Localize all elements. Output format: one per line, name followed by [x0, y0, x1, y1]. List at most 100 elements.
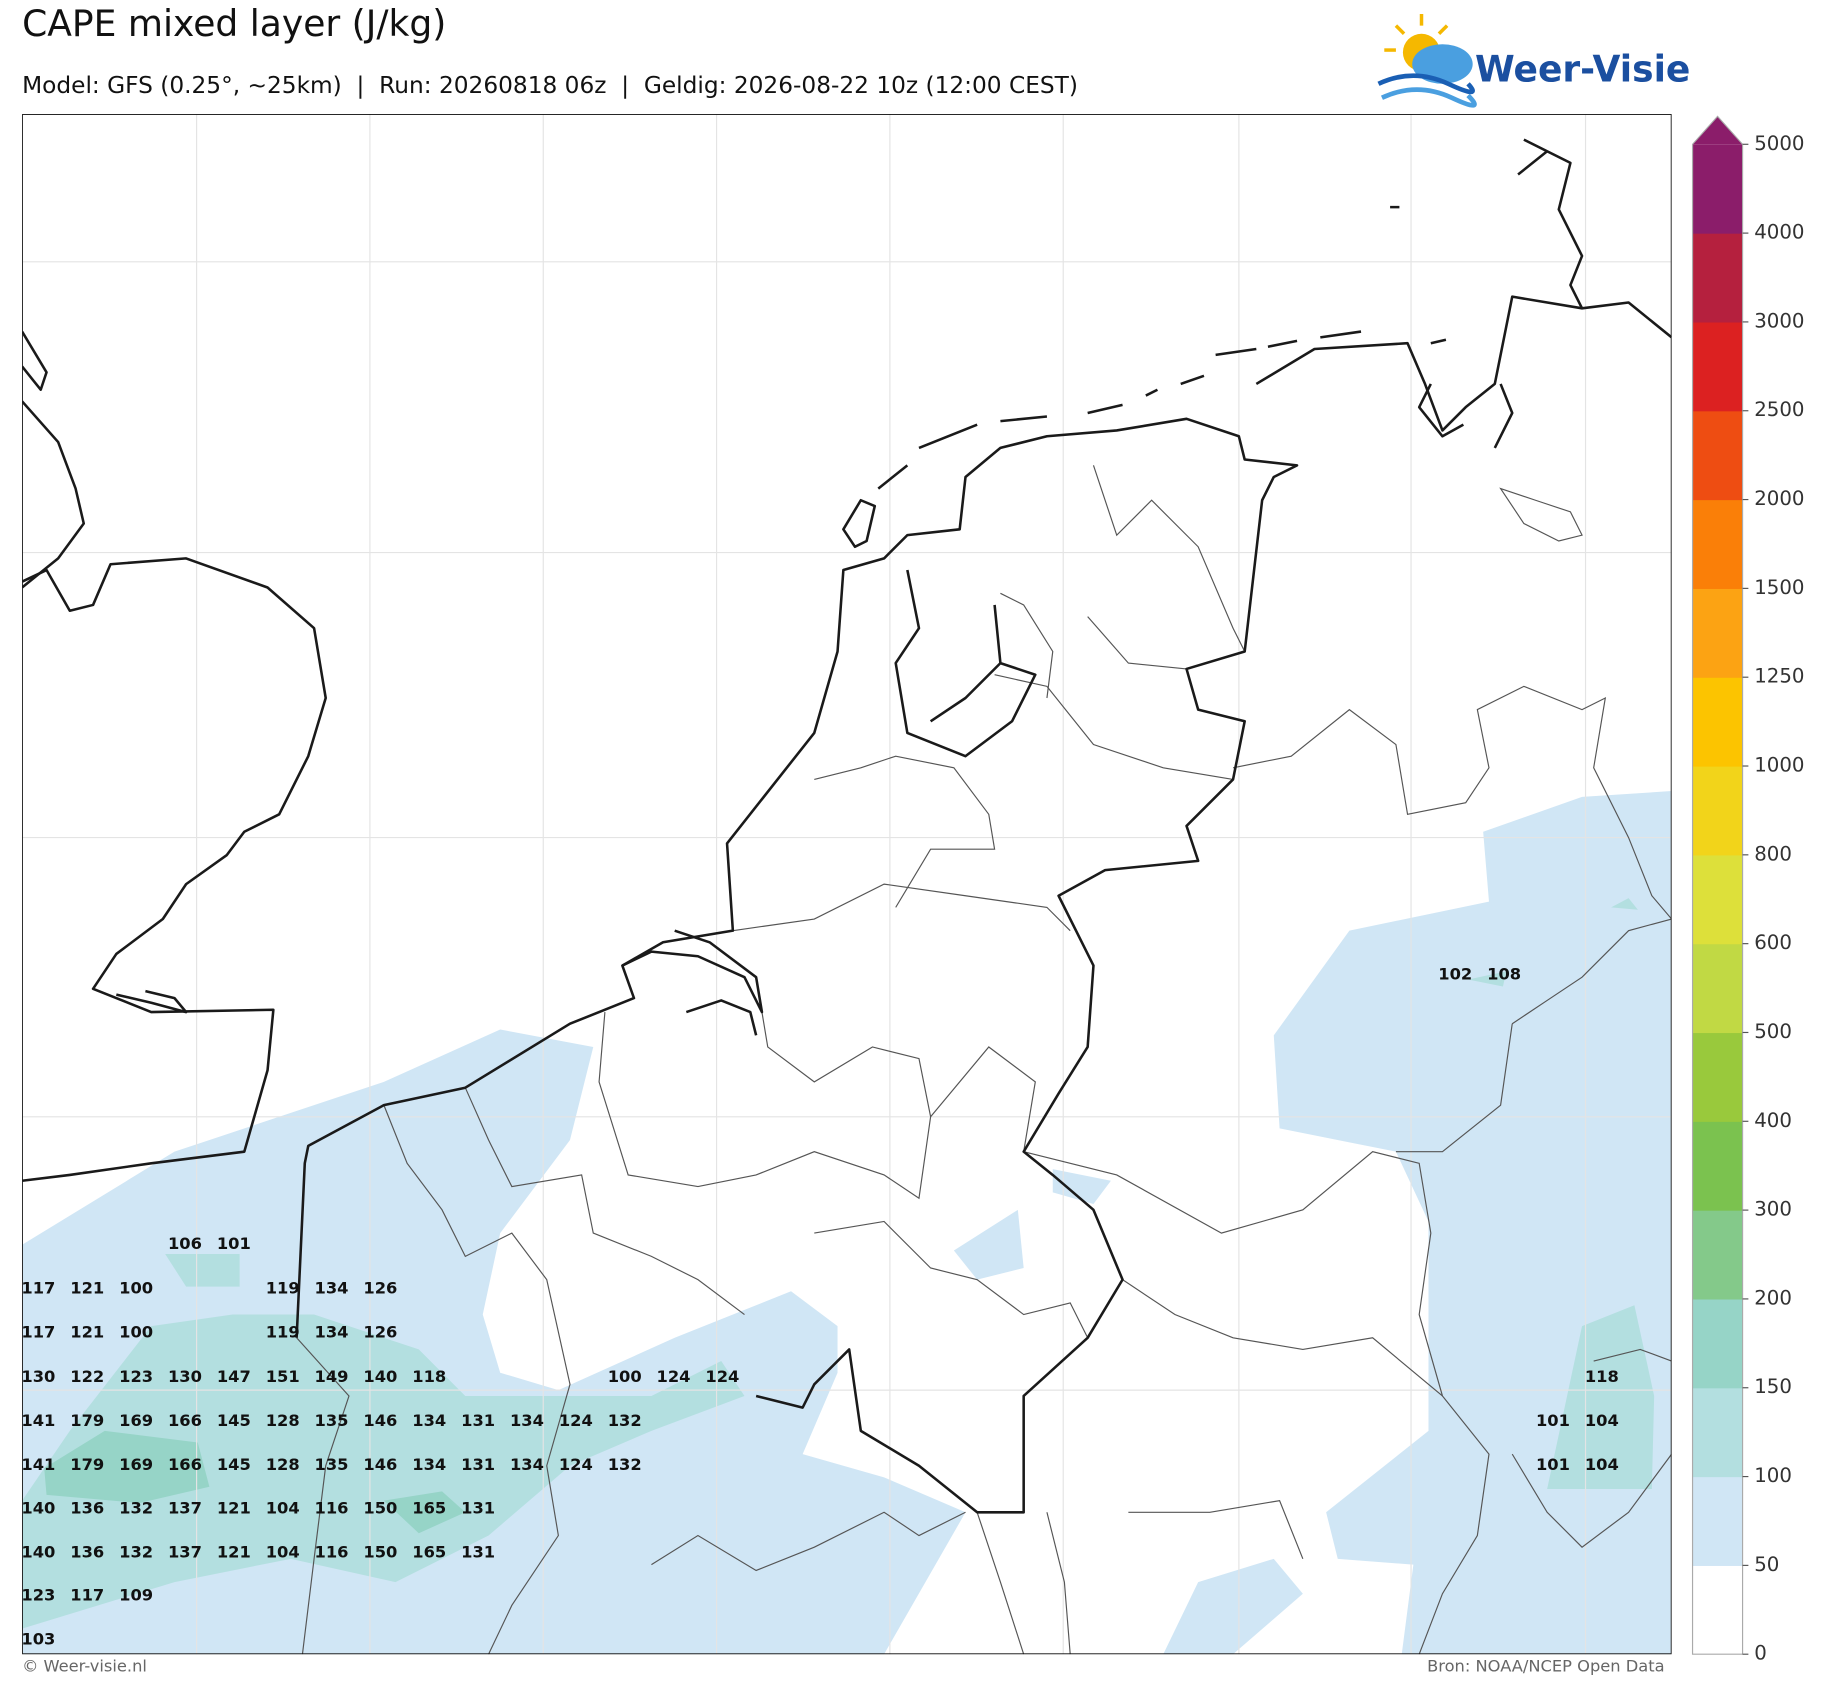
grid-value: 118 — [1585, 1367, 1619, 1386]
grid-value: 137 — [168, 1498, 202, 1517]
grid-value: 121 — [217, 1543, 251, 1562]
colorbar-band — [1692, 499, 1743, 589]
grid-value: 135 — [315, 1411, 349, 1430]
grid-value: 132 — [608, 1411, 642, 1430]
grid-value: 128 — [266, 1455, 300, 1474]
grid-value: 117 — [70, 1586, 104, 1605]
grid-value: 169 — [119, 1411, 153, 1430]
grid-value: 131 — [461, 1498, 495, 1517]
subtitle: Model: GFS (0.25°, ~25km) | Run: 2026081… — [22, 72, 1078, 99]
grid-value: 134 — [315, 1278, 349, 1297]
grid-value: 119 — [266, 1278, 300, 1297]
colorbar-tick-label: 400 — [1754, 1109, 1792, 1132]
colorbar-band — [1692, 1121, 1743, 1211]
colorbar-tick-label: 5000 — [1754, 132, 1804, 155]
grid-value: 103 — [21, 1630, 55, 1649]
colorbar-tick-label: 2500 — [1754, 398, 1804, 421]
grid-value: 101 — [217, 1234, 251, 1253]
grid-value: 134 — [510, 1411, 544, 1430]
grid-value: 100 — [119, 1323, 153, 1342]
grid-value: 145 — [217, 1411, 251, 1430]
grid-value: 130 — [21, 1367, 55, 1386]
grid-value: 104 — [266, 1498, 300, 1517]
colorbar: 0 50 100 150 200 300 400 500 600 800 1000 1250 1500 2… — [1691, 115, 1805, 1665]
colorbar-tick-label: 3000 — [1754, 309, 1804, 332]
colorbar-tick-label: 2000 — [1754, 487, 1804, 510]
grid-value: 137 — [168, 1543, 202, 1562]
colorbar-band — [1692, 233, 1743, 323]
grid-value: 141 — [21, 1455, 55, 1474]
colorbar-tick-label: 1500 — [1754, 576, 1804, 599]
grid-value: 128 — [266, 1411, 300, 1430]
colorbar-tick-label: 600 — [1754, 931, 1792, 954]
colorbar-tick-label: 800 — [1754, 842, 1792, 865]
grid-value: 101 — [1536, 1411, 1570, 1430]
grid-value: 151 — [266, 1367, 300, 1386]
grid-value: 149 — [315, 1367, 349, 1386]
map-area: 102 108 106 101 117 121 100 119 134 126 117 121 100 1… — [21, 114, 1672, 1655]
colorbar-tick-label: 500 — [1754, 1020, 1792, 1043]
grid-value: 132 — [608, 1455, 642, 1474]
grid-value: 134 — [412, 1411, 446, 1430]
grid-value: 140 — [21, 1543, 55, 1562]
colorbar-band — [1692, 1387, 1743, 1478]
grid-value: 131 — [461, 1411, 495, 1430]
grid-value: 146 — [363, 1455, 397, 1474]
colorbar-band — [1692, 766, 1743, 856]
grid-value: 124 — [559, 1411, 593, 1430]
grid-value: 104 — [1585, 1411, 1619, 1430]
colorbar-tick-label: 4000 — [1754, 221, 1804, 244]
colorbar-tick-label: 150 — [1754, 1375, 1792, 1398]
colorbar-tick-label: 50 — [1754, 1553, 1779, 1576]
grid-value: 179 — [70, 1455, 104, 1474]
grid-value: 150 — [363, 1543, 397, 1562]
grid-value: 121 — [217, 1498, 251, 1517]
colorbar-band — [1692, 1565, 1743, 1655]
title: CAPE mixed layer (J/kg) — [22, 3, 446, 45]
coastlines — [22, 138, 1672, 1514]
logo: Weer-Visie — [1377, 13, 1690, 108]
grid-value: 116 — [315, 1498, 349, 1517]
grid-value: 104 — [266, 1543, 300, 1562]
grid-value: 101 — [1536, 1455, 1570, 1474]
colorbar-tick-label: 200 — [1754, 1286, 1792, 1309]
grid-value: 121 — [70, 1323, 104, 1342]
grid-value: 150 — [363, 1498, 397, 1517]
grid-value: 135 — [315, 1455, 349, 1474]
colorbar-band — [1692, 1032, 1743, 1122]
graticule — [22, 114, 1672, 1655]
grid-value: 145 — [217, 1455, 251, 1474]
grid-value: 122 — [70, 1367, 104, 1386]
grid-value: 106 — [168, 1234, 202, 1253]
grid-value: 179 — [70, 1411, 104, 1430]
grid-value: 102 — [1438, 964, 1472, 983]
grid-value: 100 — [608, 1367, 642, 1386]
grid-value: 119 — [266, 1323, 300, 1342]
grid-value: 131 — [461, 1543, 495, 1562]
grid-value: 118 — [412, 1367, 446, 1386]
grid-value: 123 — [21, 1586, 55, 1605]
grid-value: 117 — [21, 1323, 55, 1342]
colorbar-tick-label: 0 — [1754, 1642, 1767, 1665]
grid-value: 165 — [412, 1543, 446, 1562]
grid-value: 136 — [70, 1543, 104, 1562]
colorbar-band — [1692, 321, 1743, 412]
grid-value: 124 — [657, 1367, 691, 1386]
colorbar-band — [1692, 144, 1743, 234]
colorbar-band — [1692, 588, 1743, 678]
grid-value: 116 — [315, 1543, 349, 1562]
colorbar-band — [1692, 854, 1743, 945]
colorbar-extend — [1692, 116, 1743, 145]
colorbar-outline — [1691, 115, 1744, 1655]
colorbar-band — [1692, 410, 1743, 501]
grid-value: 140 — [21, 1498, 55, 1517]
grid-value: 100 — [119, 1278, 153, 1297]
colorbar-tick-label: 300 — [1754, 1198, 1792, 1221]
colorbar-tick-label: 100 — [1754, 1464, 1792, 1487]
borders — [296, 465, 1672, 1655]
colorbar-band — [1692, 677, 1743, 767]
grid-value: 134 — [315, 1323, 349, 1342]
colorbar-tick-label: 1250 — [1754, 665, 1804, 688]
colorbar-band — [1692, 1210, 1743, 1300]
